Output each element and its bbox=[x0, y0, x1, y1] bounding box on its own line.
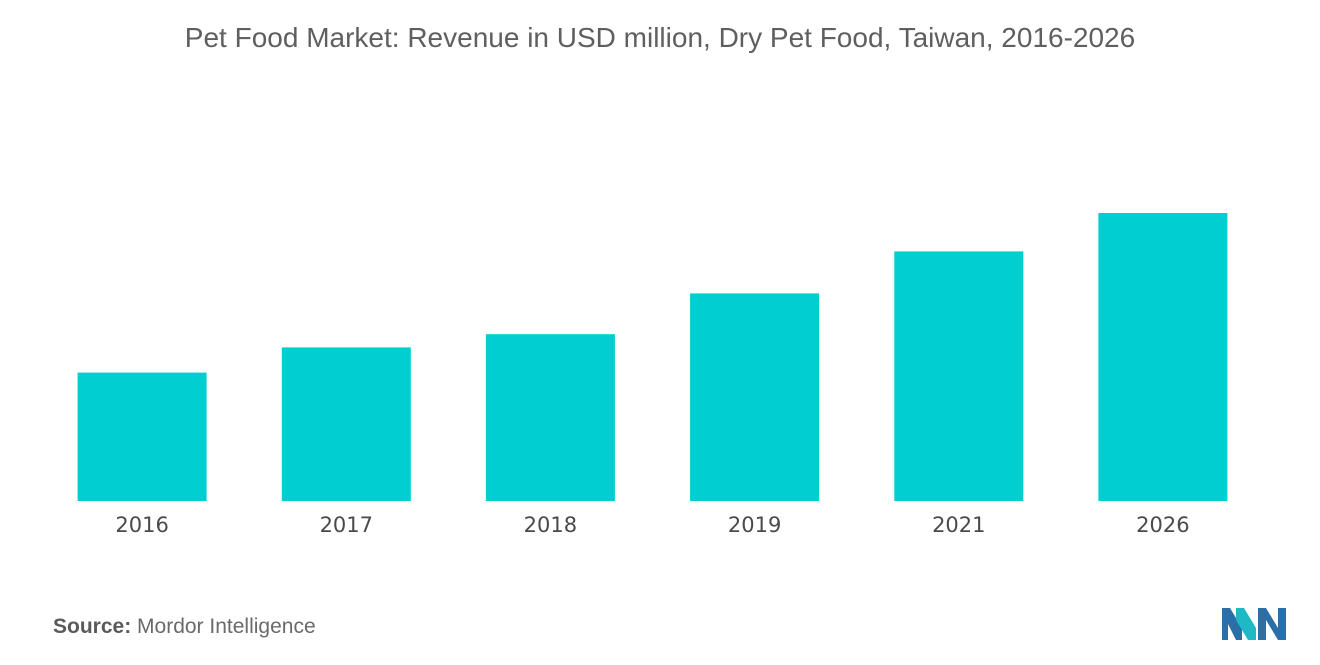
bar-chart: 2016 2017 2018 2019 2021 2026 bbox=[77, 213, 1228, 537]
chart-title: Pet Food Market: Revenue in USD million,… bbox=[184, 22, 1136, 53]
bar-2018 bbox=[485, 334, 615, 501]
x-tick-label-2019: 2019 bbox=[728, 513, 781, 537]
x-tick-label-2016: 2016 bbox=[115, 513, 168, 537]
bar-2017 bbox=[281, 347, 411, 501]
logo-mid-shape bbox=[1236, 608, 1256, 640]
bar-2021 bbox=[894, 251, 1024, 501]
x-tick-label-2017: 2017 bbox=[320, 513, 373, 537]
x-axis-tick-labels: 2016 2017 2018 2019 2021 2026 bbox=[115, 513, 1189, 537]
bar-2019 bbox=[690, 293, 820, 501]
bar-2016 bbox=[77, 372, 207, 501]
x-tick-label-2021: 2021 bbox=[932, 513, 985, 537]
mordor-intelligence-logo bbox=[1222, 608, 1286, 640]
logo-left-shape bbox=[1222, 608, 1242, 640]
bar-2026 bbox=[1098, 213, 1228, 501]
logo-right-shape bbox=[1258, 608, 1286, 640]
x-tick-label-2026: 2026 bbox=[1136, 513, 1189, 537]
source-label: Source: bbox=[53, 615, 132, 638]
x-tick-label-2018: 2018 bbox=[524, 513, 577, 537]
source-text: Mordor Intelligence bbox=[137, 615, 316, 638]
bars-group bbox=[77, 213, 1228, 501]
source-note: Source: Mordor Intelligence bbox=[53, 615, 316, 639]
